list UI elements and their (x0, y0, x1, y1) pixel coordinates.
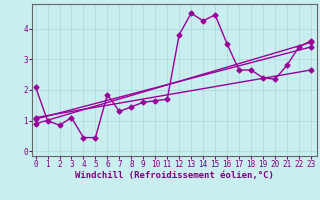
X-axis label: Windchill (Refroidissement éolien,°C): Windchill (Refroidissement éolien,°C) (75, 171, 274, 180)
